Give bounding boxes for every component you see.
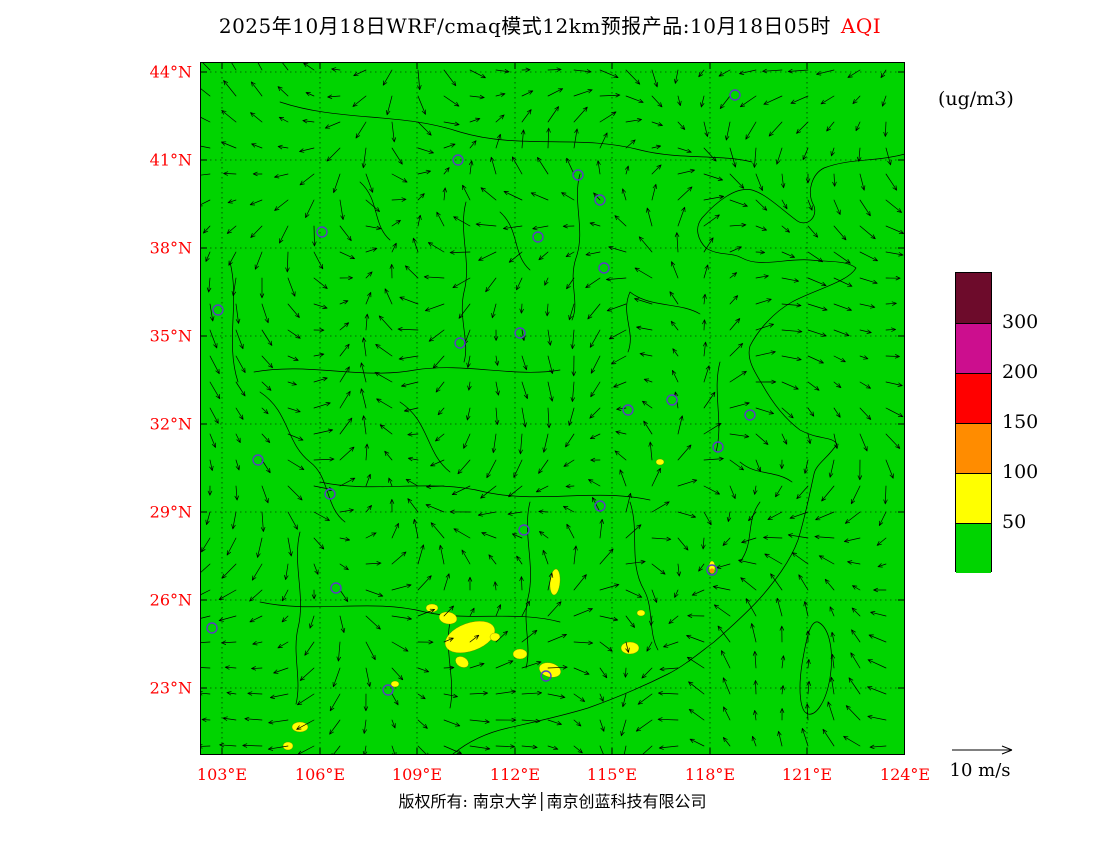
lon-label-121e: 121°E: [781, 765, 833, 784]
lat-label-23n: 23°N: [149, 678, 192, 698]
border-line: [259, 391, 346, 523]
legend-seg-orange: [956, 423, 991, 473]
wind-vectors: [200, 62, 905, 755]
border-line: [715, 361, 721, 453]
wind-scale-label: 10 m/s: [949, 760, 1011, 781]
lon-label-106e: 106°E: [294, 765, 346, 784]
map-background: [200, 62, 905, 755]
legend-seg-magenta: [956, 323, 991, 373]
border-line: [259, 601, 561, 623]
forecast-map: [200, 62, 905, 755]
border-line: [279, 101, 753, 163]
legend-seg-yellow: [956, 473, 991, 523]
legend-seg-red: [956, 373, 991, 423]
wind-scale-arrow-icon: [952, 745, 1013, 755]
legend-value-100: 100: [1002, 461, 1039, 483]
border-line: [499, 211, 531, 271]
lat-label-26n: 26°N: [149, 590, 192, 610]
lon-label-103e: 103°E: [196, 765, 248, 784]
lon-label-115e: 115°E: [586, 765, 638, 784]
border-line: [739, 501, 761, 563]
legend-value-300: 300: [1002, 311, 1039, 333]
lat-label-32n: 32°N: [149, 414, 192, 434]
lon-label-112e: 112°E: [489, 765, 541, 784]
province-borders: [229, 101, 905, 755]
border-line: [319, 481, 651, 501]
lon-label-124e: 124°E: [879, 765, 931, 784]
legend-seg-maroon: [956, 273, 991, 323]
border-line: [629, 501, 659, 651]
copyright-text: 版权所有: 南京大学│南京创蓝科技有限公司: [398, 792, 707, 811]
page-title: 2025年10月18日WRF/cmaq模式12km预报产品:10月18日05时 A…: [0, 10, 1100, 39]
border-line: [739, 461, 793, 483]
axis-ticks: [200, 62, 905, 755]
city-markers: [206, 89, 756, 696]
title-main: 2025年10月18日WRF/cmaq模式12km预报产品:10月18日05时: [218, 14, 831, 38]
lat-label-41n: 41°N: [149, 150, 192, 170]
legend-value-50: 50: [1002, 511, 1027, 533]
lat-label-29n: 29°N: [149, 502, 192, 522]
legend-seg-green: [956, 523, 991, 573]
border-line: [229, 261, 239, 383]
aqi-patches: [282, 458, 716, 751]
border-line: [626, 291, 701, 353]
lat-label-38n: 38°N: [149, 238, 192, 258]
border-line: [571, 173, 581, 321]
border-line: [525, 501, 531, 669]
units-label: (ug/m3): [938, 88, 1014, 110]
lat-label-35n: 35°N: [149, 326, 192, 346]
coastline: [452, 153, 905, 755]
gridlines: [200, 62, 905, 755]
border-line: [253, 367, 561, 374]
border-line: [295, 531, 301, 705]
lon-label-109e: 109°E: [391, 765, 443, 784]
lat-label-44n: 44°N: [149, 62, 192, 82]
lon-label-118e: 118°E: [684, 765, 736, 784]
legend-value-150: 150: [1002, 411, 1039, 433]
map-frame: [200, 62, 905, 755]
border-line: [359, 181, 391, 241]
legend-value-200: 200: [1002, 361, 1039, 383]
title-pollutant: AQI: [840, 14, 882, 38]
legend-colorbar: [955, 272, 992, 573]
